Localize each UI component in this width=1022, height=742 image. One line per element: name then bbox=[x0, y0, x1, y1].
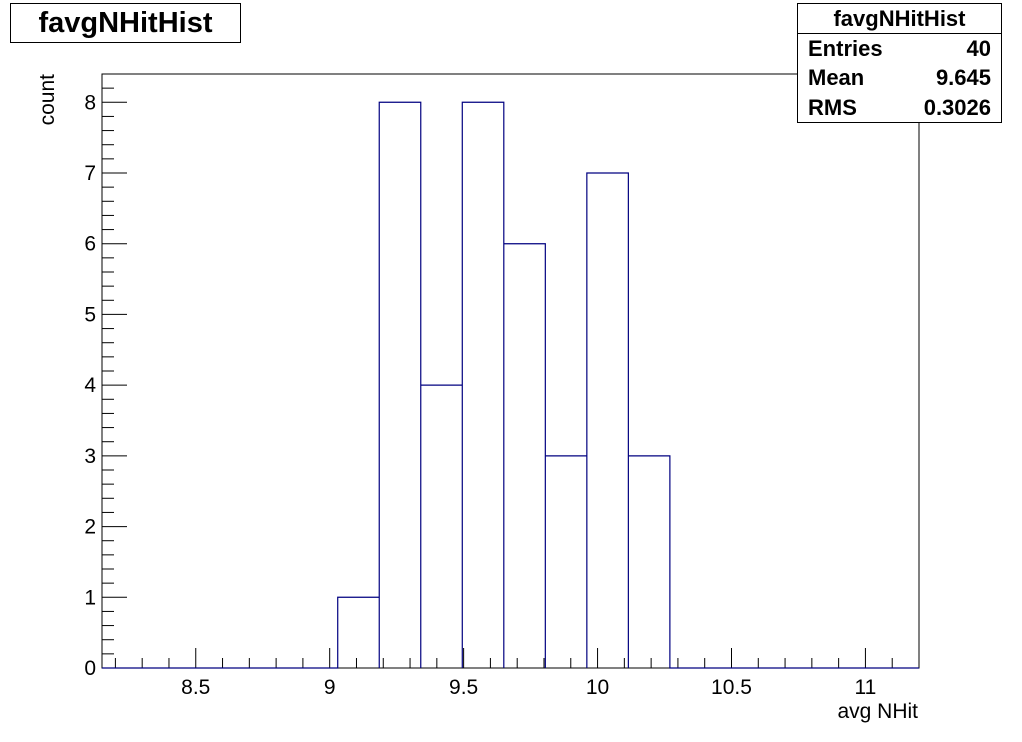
histogram-bin bbox=[587, 173, 629, 668]
x-tick-label: 10.5 bbox=[711, 676, 752, 699]
y-tick-label: 0 bbox=[84, 657, 96, 680]
histogram-bin bbox=[545, 456, 587, 668]
y-axis: 0 1 2 3 4 5 6 7 8 bbox=[84, 73, 127, 680]
stats-label: RMS bbox=[808, 94, 857, 120]
y-axis-label: count bbox=[36, 74, 59, 126]
stats-label: Entries bbox=[808, 35, 883, 61]
y-tick-label: 8 bbox=[84, 91, 96, 114]
stats-value: 40 bbox=[966, 35, 991, 61]
stats-box: favgNHitHist Entries 40 Mean 9.645 RMS 0… bbox=[797, 3, 1002, 123]
stats-value: 0.3026 bbox=[923, 94, 991, 120]
x-tick-label: 9 bbox=[324, 676, 336, 699]
x-axis-label: avg NHit bbox=[837, 700, 918, 723]
histogram-bins bbox=[102, 101, 919, 669]
stats-title: favgNHitHist bbox=[798, 4, 1001, 34]
histogram-bin bbox=[338, 597, 380, 668]
y-tick-label: 6 bbox=[84, 233, 96, 256]
y-tick-label: 1 bbox=[84, 586, 96, 609]
histogram-bin bbox=[421, 385, 463, 668]
stats-row-entries: Entries 40 bbox=[798, 34, 1001, 64]
y-tick-label: 3 bbox=[84, 445, 96, 468]
y-tick-label: 2 bbox=[84, 516, 96, 539]
y-tick-label: 7 bbox=[84, 162, 96, 185]
x-tick-label: 9.5 bbox=[449, 676, 478, 699]
histogram-title: favgNHitHist bbox=[10, 3, 241, 43]
histogram-bin bbox=[504, 244, 546, 668]
x-tick-label: 8.5 bbox=[181, 676, 210, 699]
x-tick-label: 10 bbox=[586, 676, 609, 699]
x-tick-label: 11 bbox=[855, 676, 877, 699]
histogram-bin bbox=[462, 102, 504, 668]
histogram-outline bbox=[102, 101, 919, 669]
stats-label: Mean bbox=[808, 65, 865, 91]
y-tick-label: 5 bbox=[84, 303, 96, 326]
stats-row-rms: RMS 0.3026 bbox=[798, 93, 1001, 123]
histogram-bin bbox=[628, 456, 670, 668]
plot-frame bbox=[101, 73, 920, 669]
y-tick-label: 4 bbox=[84, 374, 96, 397]
stats-value: 9.645 bbox=[935, 65, 991, 91]
stats-row-mean: Mean 9.645 bbox=[798, 64, 1001, 94]
histogram-bin bbox=[379, 102, 421, 668]
x-axis: 8.5 9 9.5 10 10.5 11 bbox=[114, 648, 920, 699]
